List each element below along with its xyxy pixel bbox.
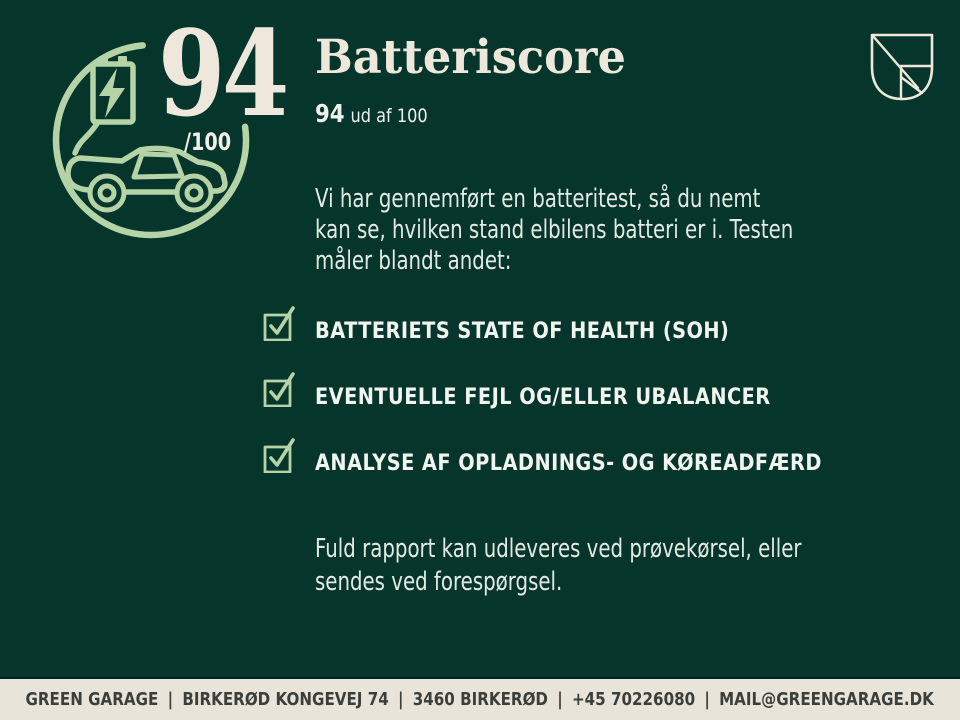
footer-separator: | [557, 689, 564, 710]
subtitle-text: ud af 100 [350, 105, 428, 127]
page-title: Batteriscore [315, 30, 626, 85]
checklist: BATTERIETS STATE OF HEALTH (SOH) EVENTUE… [262, 303, 891, 476]
outro-line: Fuld rapport kan udleveres ved prøvekørs… [315, 534, 802, 564]
checked-checkbox-icon [263, 372, 295, 407]
checklist-item: EVENTUELLE FEJL OG/ELLER UBALANCER [262, 369, 891, 410]
footer-city: 3460 BIRKERØD [413, 689, 549, 710]
intro-line: kan se, hvilken stand elbilens batteri e… [315, 215, 794, 245]
ev-car-charging-icon [52, 42, 250, 239]
outro-paragraph: Fuld rapport kan udleveres ved prøvekørs… [315, 533, 802, 599]
footer-email: MAIL@GREENGARAGE.DK [719, 689, 935, 710]
checked-checkbox-icon [263, 438, 295, 473]
shield-leaf-logo [870, 33, 934, 101]
checklist-item: ANALYSE AF OPLADNINGS- OG KØREADFÆRD [262, 435, 891, 476]
checklist-item-label: EVENTUELLE FEJL OG/ELLER UBALANCER [315, 384, 771, 410]
subtitle-score: 94 [315, 99, 345, 128]
footer-bar: GREEN GARAGE | BIRKERØD KONGEVEJ 74 | 34… [0, 677, 960, 720]
footer-contact-line: GREEN GARAGE | BIRKERØD KONGEVEJ 74 | 34… [26, 689, 934, 710]
intro-line: måler blandt andet: [315, 246, 512, 276]
footer-separator: | [398, 689, 404, 710]
score-value: 94 [158, 4, 289, 143]
checklist-item-label: ANALYSE AF OPLADNINGS- OG KØREADFÆRD [315, 450, 822, 476]
checklist-item-label: BATTERIETS STATE OF HEALTH (SOH) [315, 318, 730, 344]
outro-line: sendes ved forespørgsel. [315, 567, 563, 597]
footer-separator: | [167, 689, 174, 710]
footer-company: GREEN GARAGE [25, 689, 159, 710]
score-denominator: /100 [184, 128, 232, 156]
footer-separator: | [704, 689, 711, 710]
checked-checkbox-icon [263, 306, 295, 341]
checklist-item: BATTERIETS STATE OF HEALTH (SOH) [262, 303, 891, 344]
footer-address: BIRKERØD KONGEVEJ 74 [182, 689, 390, 710]
intro-paragraph: Vi har gennemført en batteritest, så du … [315, 184, 793, 277]
footer-phone: +45 70226080 [572, 689, 696, 710]
score-subtitle: 94 ud af 100 [315, 99, 428, 128]
intro-line: Vi har gennemført en batteritest, så du … [315, 184, 761, 214]
